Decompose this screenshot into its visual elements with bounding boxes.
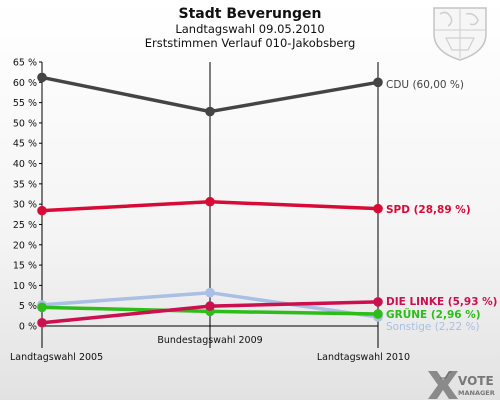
- y-tick-label: 10 %: [13, 281, 37, 292]
- y-tick-label: 25 %: [13, 220, 37, 231]
- data-point-cdu: [373, 77, 383, 88]
- data-point-spd: [373, 203, 383, 214]
- chart-subtitle-district: Erststimmen Verlauf 010-Jakobsberg: [145, 36, 356, 50]
- y-tick-label: 35 %: [13, 179, 37, 190]
- series-label-sonstige: Sonstige (2,22 %): [386, 321, 480, 333]
- y-tick-label: 15 %: [13, 261, 37, 272]
- chart-series-labels: Sonstige (2,22 %)GRÜNE (2,96 %)DIE LINKE…: [386, 79, 497, 333]
- data-point-die-linke: [373, 297, 383, 307]
- y-tick-label: 0 %: [19, 322, 37, 333]
- x-tick-label: Bundestagswahl 2009: [157, 335, 262, 346]
- y-tick-label: 30 %: [13, 200, 37, 211]
- x-tick-label: Landtagswahl 2010: [317, 352, 410, 363]
- data-point-sonstige: [205, 287, 215, 298]
- y-tick-label: 45 %: [13, 139, 37, 150]
- series-label-spd: SPD (28,89 %): [386, 204, 471, 216]
- x-tick-label: Landtagswahl 2005: [10, 352, 103, 363]
- series-spd: [37, 196, 383, 216]
- data-point-die-linke: [205, 301, 215, 311]
- vote-manager-logo: VOTE MANAGER: [428, 371, 495, 399]
- y-tick-label: 50 %: [13, 118, 37, 129]
- y-tick-label: 20 %: [13, 240, 37, 251]
- series-label-gr-ne: GRÜNE (2,96 %): [386, 307, 481, 321]
- series-label-die-linke: DIE LINKE (5,93 %): [386, 296, 497, 308]
- series-die-linke: [37, 297, 383, 328]
- y-tick-label: 40 %: [13, 159, 37, 170]
- chart-subtitle-date: Landtagswahl 09.05.2010: [175, 22, 324, 36]
- vote-x-icon: [428, 371, 458, 399]
- data-point-cdu: [205, 106, 215, 117]
- chart-series: [37, 72, 383, 328]
- data-point-cdu: [37, 72, 47, 83]
- chart-title: Stadt Beverungen: [179, 6, 322, 22]
- data-point-spd: [205, 196, 215, 207]
- data-point-die-linke: [37, 317, 47, 328]
- coat-of-arms-icon: [433, 7, 487, 61]
- y-tick-label: 5 %: [19, 301, 37, 312]
- series-cdu: [37, 72, 383, 117]
- y-tick-label: 65 %: [13, 58, 37, 69]
- series-label-cdu: CDU (60,00 %): [386, 79, 464, 91]
- logo-word-vote: VOTE: [458, 374, 494, 388]
- series-gr-ne: [37, 302, 383, 319]
- data-point-gr-ne: [37, 302, 47, 313]
- y-tick-label: 60 %: [13, 78, 37, 89]
- logo-word-manager: MANAGER: [458, 389, 495, 397]
- data-point-gr-ne: [373, 309, 383, 319]
- data-point-spd: [37, 205, 47, 216]
- y-tick-label: 55 %: [13, 98, 37, 109]
